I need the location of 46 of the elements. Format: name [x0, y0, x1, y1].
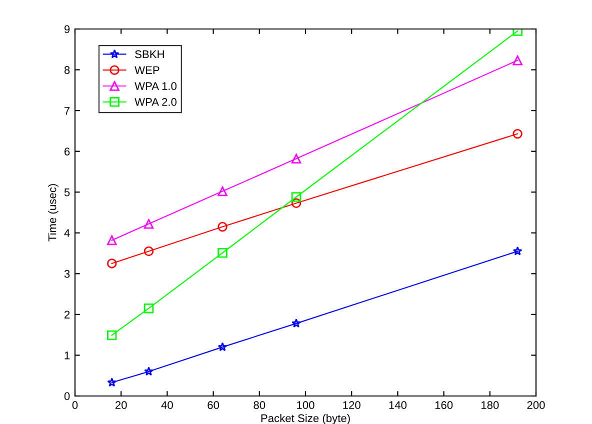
- legend-label: WPA 1.0: [134, 82, 177, 90]
- point: [291, 192, 302, 202]
- x-tick-label: 80: [254, 401, 266, 410]
- legend-label: WEP: [134, 66, 160, 74]
- point: [218, 186, 228, 196]
- y-tick-label: 8: [64, 66, 70, 74]
- y-tick-label: 0: [64, 392, 70, 400]
- point: [512, 246, 522, 256]
- legend-label: WPA 2.0: [134, 98, 177, 106]
- point: [292, 318, 301, 328]
- point: [144, 246, 154, 256]
- point: [218, 248, 228, 258]
- y-tick-label: 5: [64, 188, 70, 196]
- x-tick-label: 160: [435, 401, 453, 410]
- point: [107, 258, 117, 268]
- point: [107, 378, 117, 387]
- point: [107, 235, 117, 246]
- y-tick-label: 3: [64, 270, 70, 278]
- point: [144, 366, 154, 376]
- y-tick-label: 7: [64, 106, 70, 115]
- y-tick-label: 9: [64, 25, 70, 34]
- y-axis-title: Time (usec): [48, 184, 58, 242]
- x-tick-label: 0: [72, 401, 78, 410]
- x-axis-title: Packet Size (byte): [261, 414, 350, 424]
- point: [291, 154, 302, 164]
- point: [107, 330, 117, 340]
- x-tick-label: 180: [481, 401, 499, 410]
- point: [218, 222, 228, 232]
- point: [291, 198, 302, 208]
- point: [218, 342, 228, 352]
- point: [512, 56, 522, 66]
- y-tick-label: 1: [64, 352, 70, 360]
- x-tick-label: 100: [297, 401, 314, 410]
- point: [144, 219, 154, 229]
- x-tick-label: 200: [527, 401, 545, 410]
- x-tick-label: 40: [161, 401, 173, 410]
- x-tick-label: 140: [389, 401, 407, 410]
- x-tick-label: 20: [115, 401, 127, 410]
- point: [144, 303, 154, 314]
- y-tick-label: 2: [64, 310, 70, 318]
- x-tick-label: 120: [343, 401, 360, 410]
- y-tick-label: 4: [64, 229, 70, 237]
- x-tick-label: 60: [208, 401, 220, 410]
- y-tick-label: 6: [64, 148, 70, 156]
- point: [512, 128, 522, 139]
- legend-label: SBKH: [135, 50, 164, 58]
